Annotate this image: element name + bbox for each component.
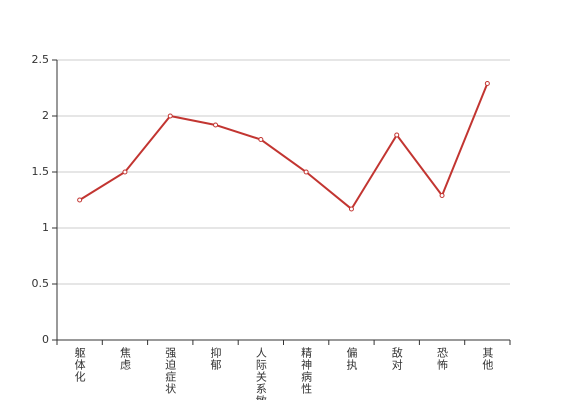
x-tick-label: 人际关系敏感 [254,347,267,400]
point [77,197,83,203]
point [394,132,400,138]
point [213,122,219,128]
point [122,169,128,175]
x-tick-label: 恐怖 [436,347,449,371]
point [484,81,490,87]
y-tick-label: 0.5 [32,277,50,290]
y-tick-label: 1 [42,221,49,234]
y-tick-label: 0 [42,333,49,346]
x-tick-label: 偏执 [345,346,358,371]
point [348,206,354,212]
y-tick-label: 2 [42,109,49,122]
line [79,83,489,211]
point [303,169,309,175]
point [258,137,264,143]
x-tick-label: 躯体化 [73,347,86,383]
x-tick-label: 焦虑 [118,347,131,371]
x-tick-label: 抑郁 [209,346,222,371]
x-tick-label: 敌对 [390,346,403,371]
y-tick-label: 1.5 [32,165,50,178]
y-tick-label: 2.5 [32,53,50,66]
point [439,193,445,199]
point [167,113,173,119]
x-tick-label: 强迫症状 [164,347,177,395]
x-tick-label: 精神病性 [300,347,313,395]
x-tick-label: 其他 [481,347,494,371]
